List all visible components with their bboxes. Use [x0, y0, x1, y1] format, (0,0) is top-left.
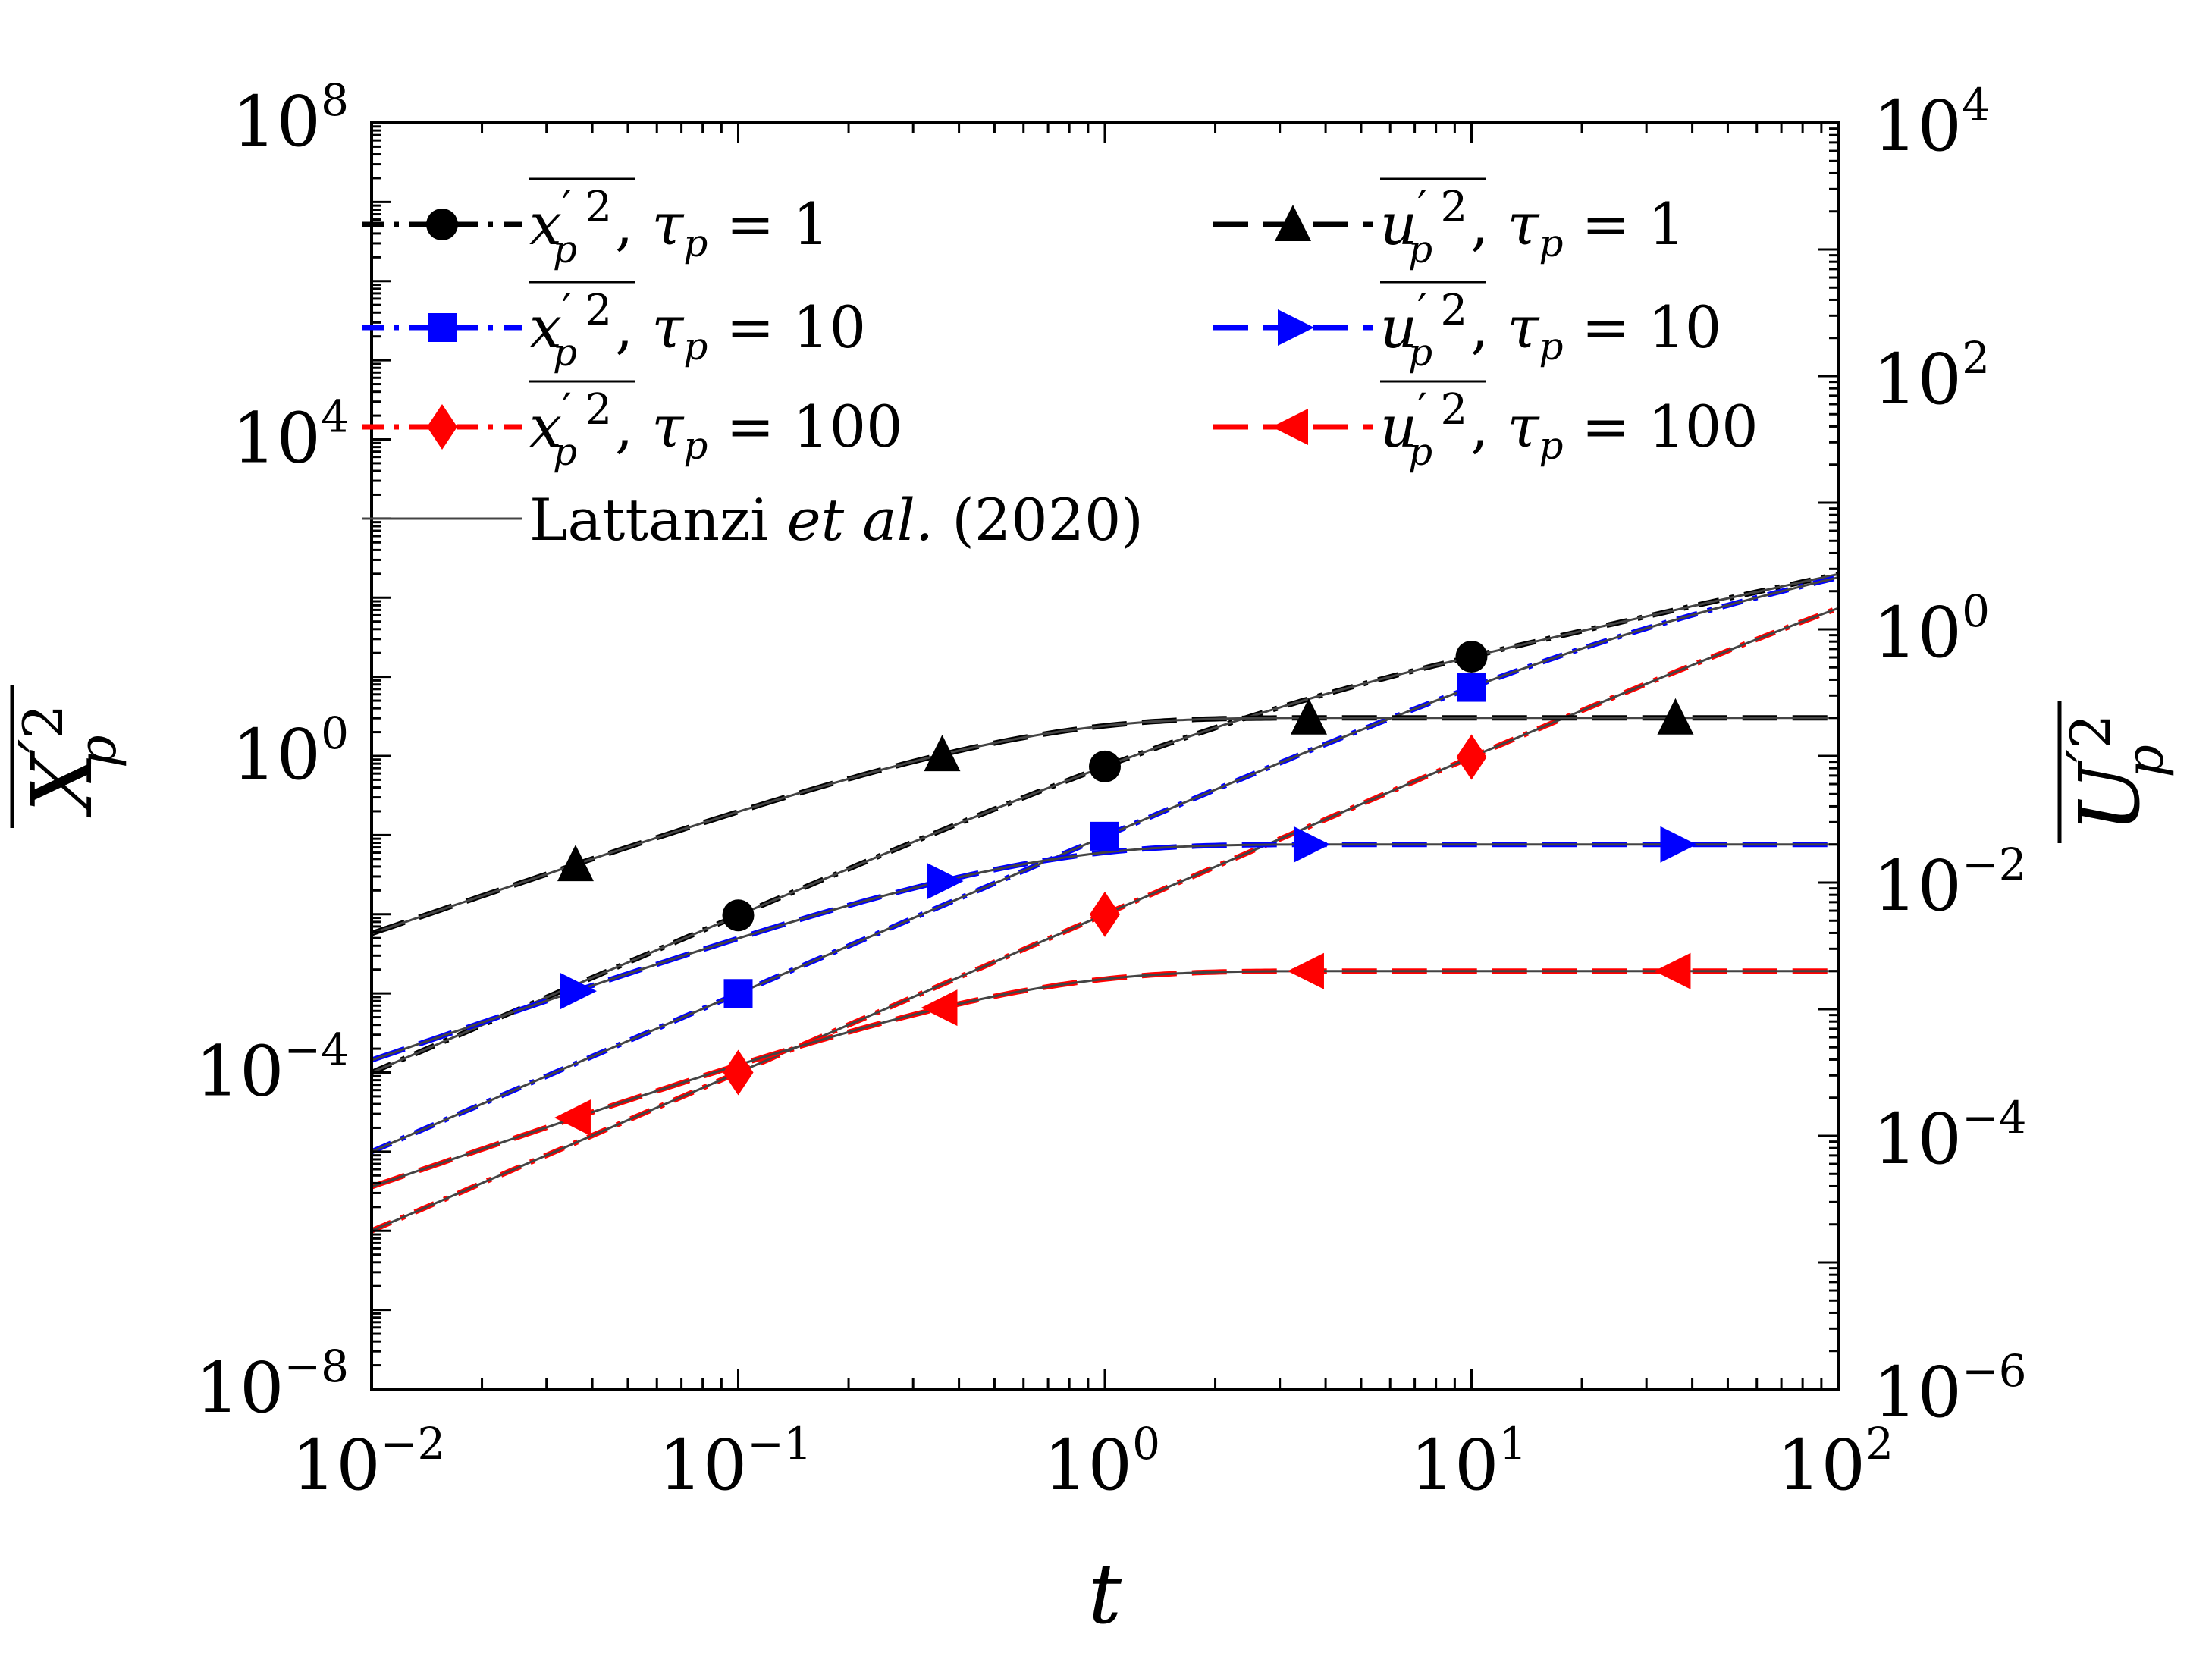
legend-entry-reference: Lattanzi et al. (2020)	[362, 486, 1144, 554]
y-left-tick-label-5: 108	[232, 74, 349, 162]
y-left-tick-label-1: 10−8	[195, 1341, 349, 1428]
data-point-s2-3	[1457, 673, 1486, 702]
data-point-s6-3	[1287, 952, 1324, 989]
data-point-s6-4	[1654, 952, 1691, 989]
data-point-s6-2	[921, 989, 958, 1027]
y-right-tick-label-2: 10−4	[1873, 1092, 2027, 1180]
data-point-s5-2	[927, 863, 964, 900]
data-point-s4-1	[557, 845, 594, 882]
y-left-tick-label-3: 100	[232, 707, 349, 795]
x-tick-label-4: 101	[1410, 1418, 1527, 1506]
legend-marker-5	[1278, 309, 1314, 346]
legend-label-reference: Lattanzi et al. (2020)	[529, 486, 1144, 554]
y-left-axis-title: X′2p	[6, 685, 128, 828]
legend-marker-2	[428, 313, 457, 342]
legend-marker-1	[426, 209, 458, 240]
y-right-tick-label-1: 10−6	[1873, 1345, 2027, 1433]
svg-text:X′2p: X′2p	[6, 704, 128, 818]
y-left-tick-label-2: 10−4	[195, 1024, 349, 1112]
legend-marker-4	[1275, 205, 1311, 241]
axis-titles: t X′2p U′2p	[6, 685, 2176, 1642]
data-point-s4-3	[1290, 698, 1327, 735]
data-point-s5-4	[1660, 826, 1697, 863]
reference-line-5	[371, 843, 1838, 1062]
series-markers	[554, 640, 1697, 1137]
data-point-s6-1	[554, 1099, 591, 1137]
legend-marker-3	[427, 404, 457, 450]
x-tick-label-3: 100	[1043, 1418, 1160, 1506]
reference-line-6	[371, 970, 1838, 1188]
x-tick-label-2: 10−1	[658, 1418, 812, 1506]
reference-line-4	[371, 717, 1838, 935]
legend-marker-6	[1272, 409, 1308, 445]
data-point-s5-3	[1293, 826, 1330, 863]
data-point-s1-1	[722, 899, 755, 932]
y-right-tick-label-3: 10−2	[1873, 839, 2027, 927]
y-right-tick-label-4: 100	[1873, 585, 1990, 673]
x-axis-title: t	[1088, 1545, 1122, 1642]
axis-tick-labels: 10−2 10−1 100 101 10210−810−410010410810−610…	[195, 74, 2026, 1506]
axis-ticks	[370, 121, 1840, 1391]
data-point-s2-2	[1090, 821, 1119, 851]
data-point-s3-2	[1090, 891, 1120, 937]
data-point-s5-1	[560, 973, 597, 1010]
y-right-tick-label-6: 104	[1873, 79, 1990, 167]
data-point-s1-3	[1455, 640, 1488, 673]
data-point-s3-3	[1456, 734, 1487, 780]
y-left-tick-label-4: 104	[232, 391, 349, 479]
y-right-axis-title: U′2p	[2054, 701, 2176, 843]
data-point-s3-1	[723, 1049, 754, 1096]
data-point-s4-2	[924, 735, 961, 772]
y-right-tick-label-5: 102	[1873, 332, 1990, 420]
data-point-s1-2	[1089, 750, 1121, 782]
data-point-s2-1	[723, 979, 753, 1008]
x-tick-label-1: 10−2	[292, 1418, 446, 1506]
svg-text:U′2p: U′2p	[2054, 714, 2176, 833]
data-point-s4-4	[1657, 698, 1694, 735]
x-tick-label-5: 102	[1777, 1418, 1894, 1506]
